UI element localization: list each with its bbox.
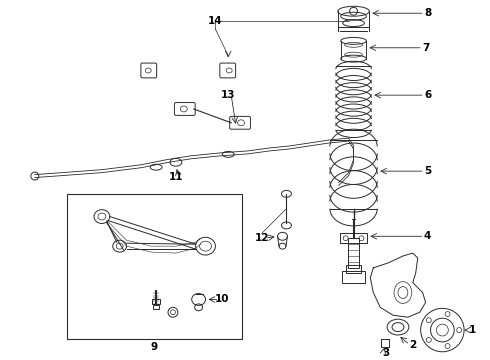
Text: 9: 9 bbox=[150, 342, 158, 352]
Text: 8: 8 bbox=[424, 8, 431, 18]
Bar bbox=[153, 305, 159, 309]
Bar bbox=[345, 265, 362, 273]
Text: 3: 3 bbox=[383, 348, 390, 358]
Text: 2: 2 bbox=[409, 340, 416, 350]
Bar bbox=[342, 271, 366, 283]
Bar bbox=[347, 238, 360, 268]
Text: 10: 10 bbox=[215, 294, 229, 305]
Text: 7: 7 bbox=[422, 43, 429, 53]
Text: 12: 12 bbox=[254, 233, 269, 243]
Text: 14: 14 bbox=[208, 16, 222, 26]
Bar bbox=[67, 194, 242, 339]
Text: 11: 11 bbox=[169, 172, 183, 182]
Bar bbox=[340, 233, 368, 243]
Text: 6: 6 bbox=[424, 90, 431, 100]
Text: 13: 13 bbox=[221, 90, 236, 100]
Bar bbox=[381, 339, 389, 347]
Text: 5: 5 bbox=[424, 166, 431, 176]
Text: 4: 4 bbox=[424, 231, 431, 241]
Bar bbox=[152, 300, 160, 305]
Text: 1: 1 bbox=[468, 325, 476, 335]
